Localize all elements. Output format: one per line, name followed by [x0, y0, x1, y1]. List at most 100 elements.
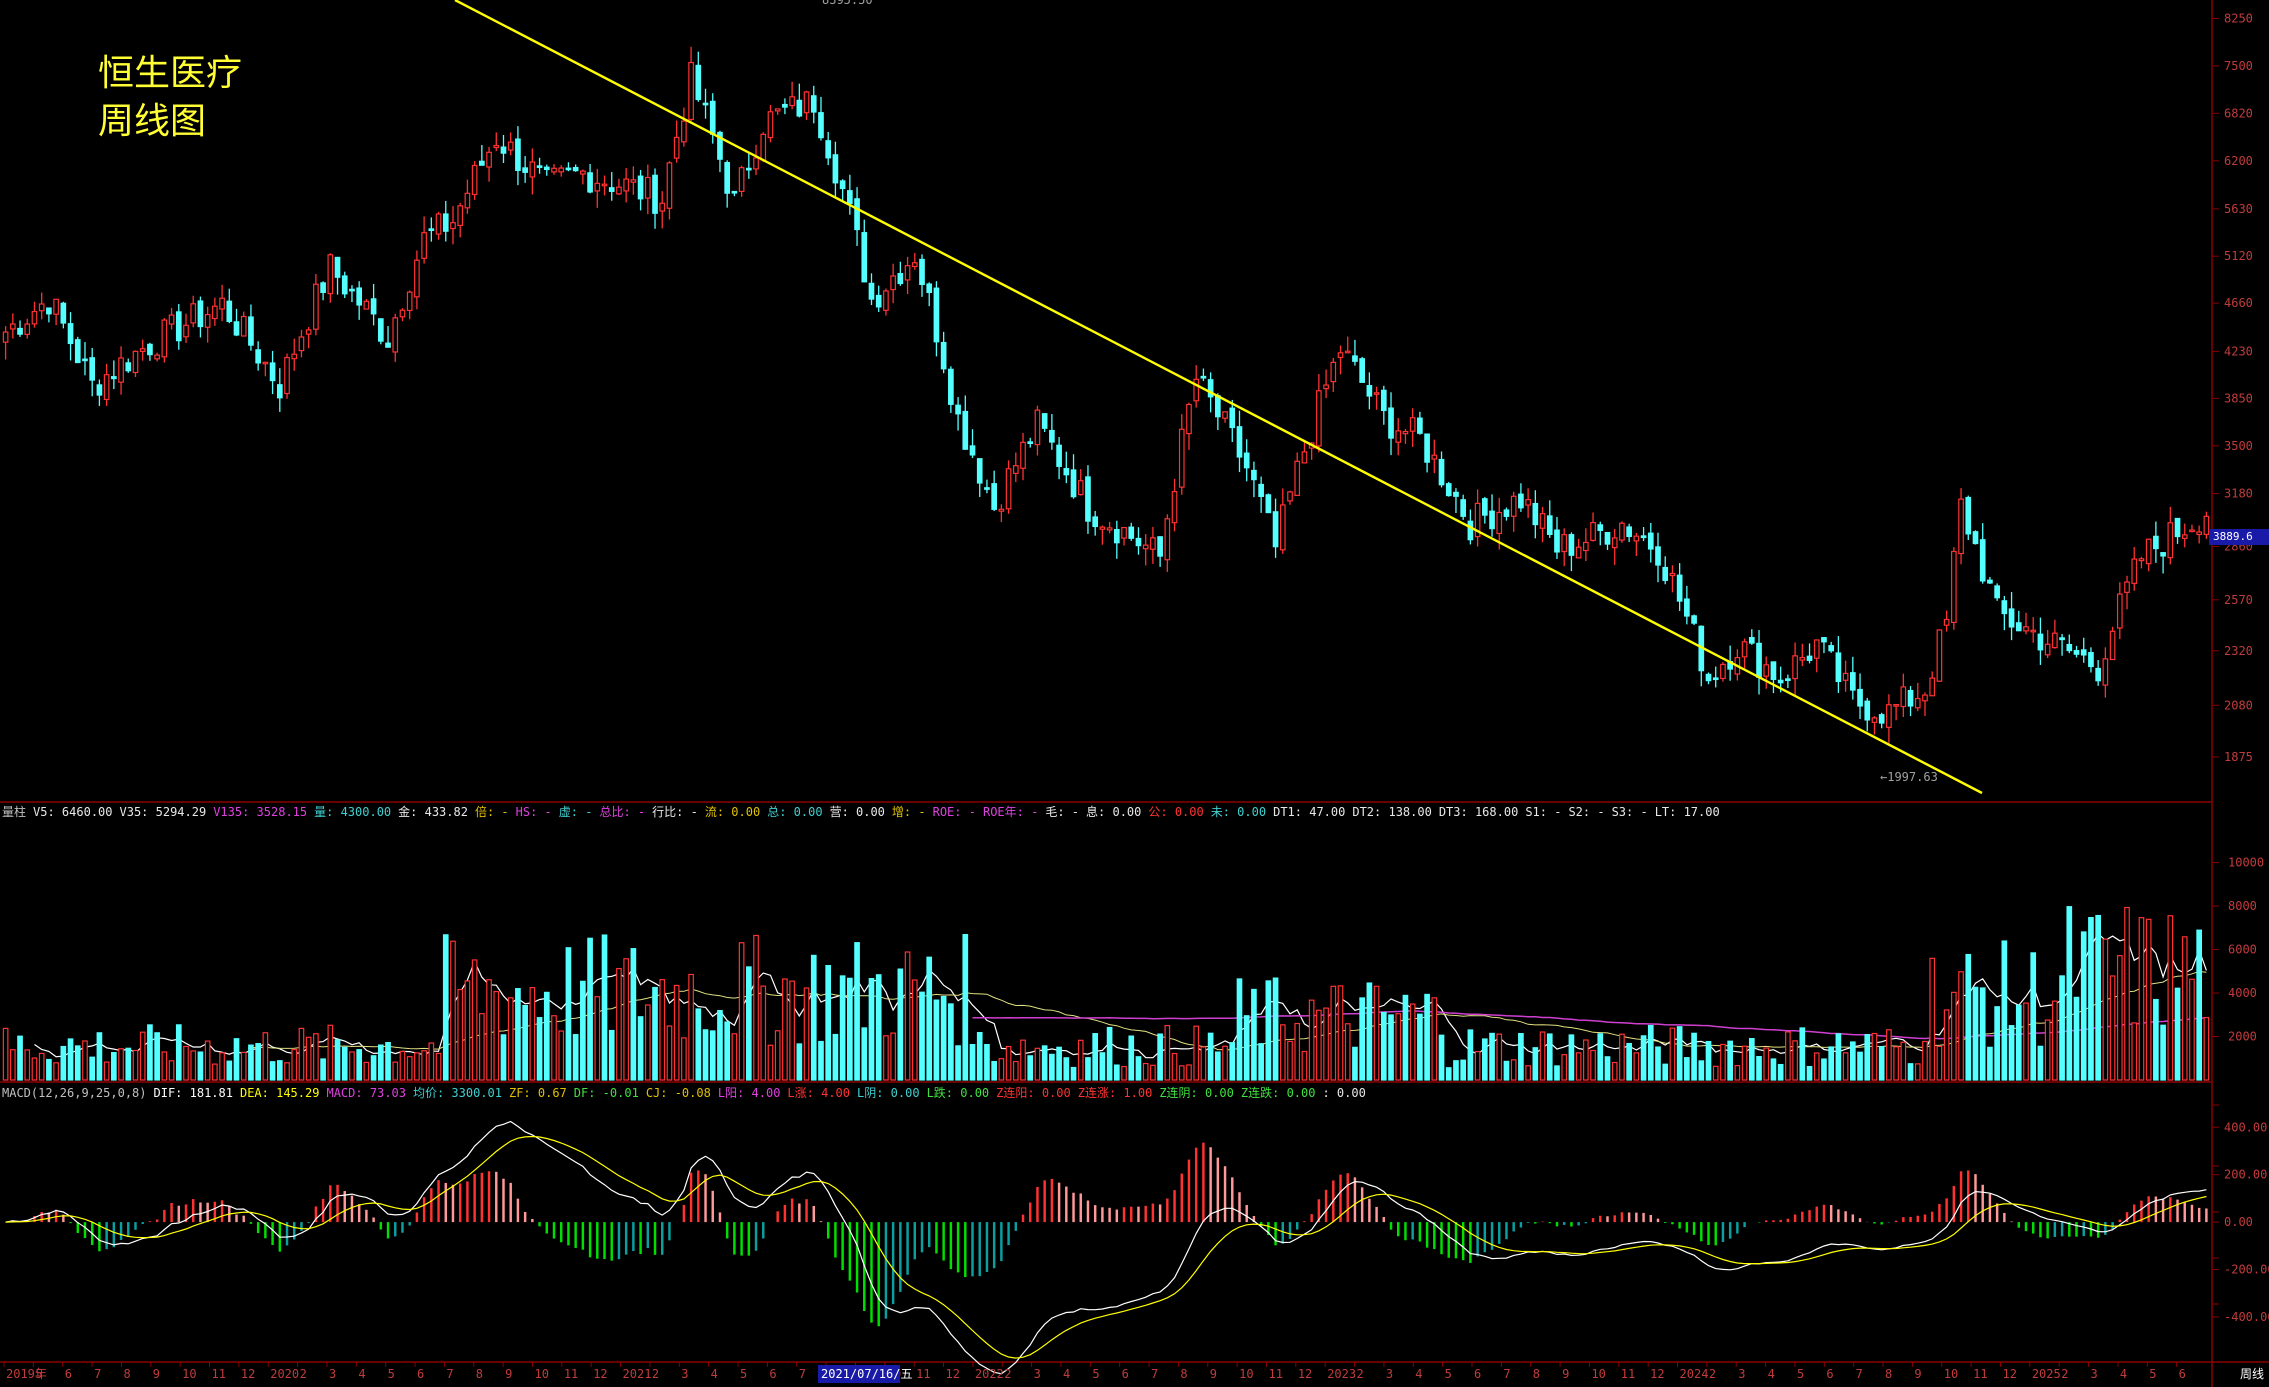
candle-body — [1806, 655, 1813, 661]
candle-body — [1445, 483, 1452, 497]
volume-bar — [1633, 1052, 1640, 1081]
candle-body — [2044, 643, 2051, 656]
candle-body — [183, 324, 189, 338]
volume-bar — [1763, 1047, 1770, 1081]
volume-bar — [926, 956, 933, 1081]
volume-bar — [688, 973, 694, 1081]
candle-body — [1951, 550, 1957, 624]
volume-bar — [644, 1004, 651, 1081]
volume-bar — [1085, 1057, 1091, 1081]
volume-bar — [479, 1013, 485, 1081]
volume-bar — [2189, 978, 2195, 1081]
volume-bar — [1568, 1034, 1575, 1081]
volume-bar — [637, 1016, 644, 1081]
volume-bar — [1864, 1034, 1871, 1081]
volume-bar — [1799, 1027, 1806, 1081]
candle-body — [803, 91, 810, 114]
macd-indicator-header: MACD(12,26,9,25,0,8) DIF: 181.81 DEA: 145.… — [2, 1084, 1373, 1102]
volume-bar — [1943, 1009, 1950, 1081]
candle-body — [1388, 407, 1394, 439]
volume-bar — [1561, 1054, 1568, 1081]
candle-body — [132, 350, 139, 374]
volume-bar — [2001, 940, 2008, 1081]
candle-body — [1431, 454, 1438, 460]
volume-bar — [1849, 1041, 1856, 1081]
candle-body — [1424, 433, 1430, 463]
candle-body — [1575, 546, 1582, 559]
candle-body — [1229, 407, 1236, 429]
candle-body — [1258, 483, 1264, 498]
candle-body — [1316, 390, 1322, 447]
volume-bar — [1655, 1046, 1661, 1081]
date-tick-label: 12 — [2002, 1367, 2016, 1381]
candle-body — [1936, 629, 1943, 682]
candle-body — [1958, 498, 1964, 555]
candle-body — [349, 288, 355, 292]
candle-body — [479, 160, 485, 166]
candle-body — [709, 100, 716, 135]
candle-body — [421, 232, 427, 259]
candle-body — [298, 336, 305, 352]
candle-body — [226, 300, 233, 322]
volume-bar — [9, 1049, 16, 1081]
volume-bar — [60, 1045, 67, 1081]
candle-body — [1835, 652, 1842, 683]
candle-body — [175, 311, 182, 342]
volume-bar — [782, 978, 788, 1081]
volume-bar — [1243, 1015, 1250, 1081]
volume-bar — [724, 1021, 731, 1081]
date-tick-label: 2025 — [2032, 1367, 2061, 1381]
candle-body — [565, 167, 572, 171]
volume-bar — [334, 1039, 341, 1081]
candle-body — [1077, 480, 1084, 496]
date-tick-label: 10 — [1944, 1367, 1958, 1381]
volume-bar — [2052, 1000, 2058, 1081]
volume-bar — [428, 1042, 435, 1081]
volume-bar — [320, 1058, 326, 1081]
volume-bar — [2124, 906, 2130, 1081]
candle-body — [832, 154, 839, 184]
volume-bar — [1496, 1033, 1503, 1081]
volume-bar — [1958, 971, 1964, 1081]
volume-bar — [1135, 1056, 1142, 1081]
volume-bar — [1792, 1040, 1798, 1081]
date-tick-label: 2 — [1004, 1367, 1011, 1381]
candle-body — [551, 167, 557, 173]
volume-bar — [24, 1049, 31, 1081]
volume-bar — [1878, 1046, 1885, 1081]
date-tick-label: 4 — [711, 1367, 718, 1381]
volume-bar — [897, 968, 904, 1081]
candle-body — [1799, 656, 1806, 661]
volume-bar — [601, 934, 608, 1081]
volume-bar — [435, 1052, 442, 1081]
volume-bar — [1525, 1065, 1531, 1081]
candle-body — [89, 357, 96, 381]
volume-bar — [1532, 1047, 1539, 1081]
candle-body — [2174, 517, 2181, 538]
date-tick-label: 5 — [1445, 1367, 1452, 1381]
candle-body — [1929, 677, 1936, 697]
indicator-value: 虚: - — [558, 805, 593, 819]
candle-body — [399, 309, 406, 318]
volume-bar — [580, 980, 586, 1081]
volume-bar — [1518, 1033, 1524, 1081]
date-tick-label: 2024 — [1680, 1367, 1709, 1381]
candle-body — [385, 342, 391, 348]
candle-body — [103, 374, 110, 401]
indicator-value: MACD: 73.03 — [326, 1086, 406, 1100]
candle-body — [60, 302, 67, 324]
date-tick-label: 9 — [1562, 1367, 1569, 1381]
candle-body — [392, 317, 399, 353]
candle-body — [825, 140, 832, 159]
candle-body — [147, 343, 153, 356]
candle-body — [1691, 615, 1697, 624]
volume-bar — [2116, 955, 2123, 1081]
volume-bar — [1770, 1058, 1777, 1081]
volume-bar — [1900, 1041, 1907, 1081]
volume-bar — [911, 979, 918, 1081]
candle-body — [248, 316, 254, 346]
date-tick-label: 5 — [740, 1367, 747, 1381]
candle-body — [2008, 608, 2015, 628]
candle-body — [38, 303, 45, 312]
